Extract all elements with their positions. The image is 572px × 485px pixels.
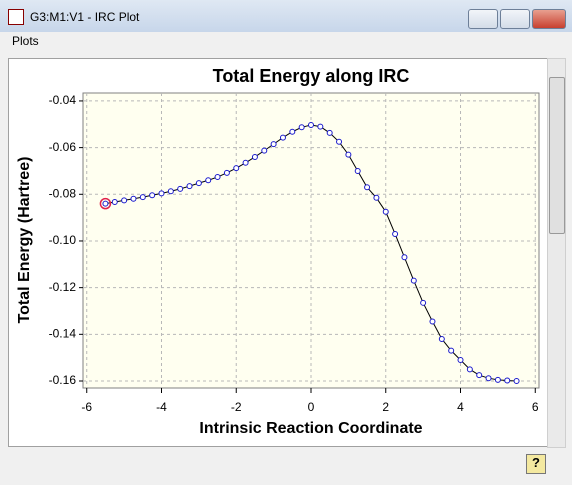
data-point <box>139 194 146 201</box>
data-point <box>494 376 501 383</box>
data-point <box>373 194 380 201</box>
data-point <box>485 375 492 382</box>
chart-title: Total Energy along IRC <box>213 66 410 86</box>
data-point <box>214 174 221 181</box>
maximize-button[interactable] <box>500 9 530 29</box>
data-point <box>364 184 371 191</box>
y-tick-label: -0.14 <box>49 326 77 340</box>
data-point <box>476 372 483 379</box>
data-point <box>429 318 436 325</box>
y-tick-label: -0.06 <box>49 140 77 154</box>
data-point <box>261 147 268 154</box>
data-point <box>308 121 314 128</box>
help-button[interactable]: ? <box>526 454 546 474</box>
data-point <box>111 198 118 205</box>
x-tick-label: -2 <box>231 400 242 414</box>
data-point <box>279 134 286 141</box>
data-point <box>420 299 427 306</box>
x-tick-label: 4 <box>457 400 464 414</box>
data-point <box>336 138 343 145</box>
y-tick-label: -0.10 <box>49 233 77 247</box>
data-point <box>438 335 445 342</box>
data-point <box>410 277 417 284</box>
data-point <box>382 208 389 215</box>
data-point <box>401 254 408 261</box>
x-tick-label: -6 <box>81 400 92 414</box>
data-point <box>298 124 305 131</box>
data-point <box>504 377 511 384</box>
data-point <box>392 230 399 237</box>
y-axis-label: Total Energy (Hartree) <box>16 157 33 324</box>
data-point <box>326 129 333 136</box>
data-point <box>466 366 473 373</box>
data-point <box>149 192 156 199</box>
data-point <box>270 141 277 148</box>
data-point <box>121 197 128 204</box>
data-point <box>242 159 249 166</box>
scroll-thumb[interactable] <box>549 77 565 234</box>
data-point <box>354 167 361 174</box>
x-tick-label: 2 <box>382 400 389 414</box>
data-point <box>233 165 240 172</box>
y-tick-label: -0.12 <box>49 280 77 294</box>
y-tick-label: -0.08 <box>49 186 77 200</box>
data-point <box>448 347 455 354</box>
app-icon <box>8 9 24 25</box>
data-point <box>457 356 464 363</box>
x-tick-label: 6 <box>532 400 539 414</box>
data-point <box>289 128 296 135</box>
data-point <box>177 185 184 192</box>
data-point <box>223 169 230 176</box>
data-point <box>186 183 193 190</box>
x-axis-label: Intrinsic Reaction Coordinate <box>199 420 422 437</box>
data-point <box>167 188 174 195</box>
x-tick-label: -4 <box>156 400 167 414</box>
close-button[interactable] <box>532 9 566 29</box>
title-bar: G3:M1:V1 - IRC Plot <box>0 0 572 32</box>
menu-item[interactable]: Plots <box>12 34 39 48</box>
data-point <box>102 200 109 207</box>
data-point <box>195 180 202 187</box>
y-tick-label: -0.16 <box>49 373 77 387</box>
data-point <box>158 190 165 197</box>
data-point <box>205 177 212 184</box>
data-point <box>251 153 258 160</box>
x-tick-label: 0 <box>308 400 315 414</box>
minimize-button[interactable] <box>468 9 498 29</box>
data-point <box>317 123 324 130</box>
data-point <box>513 377 520 384</box>
y-tick-label: -0.04 <box>49 93 77 107</box>
data-point <box>345 151 352 158</box>
window-title: G3:M1:V1 - IRC Plot <box>30 10 140 24</box>
scrollbar[interactable] <box>547 58 566 448</box>
highlighted-point <box>99 197 112 210</box>
data-point <box>130 195 137 202</box>
